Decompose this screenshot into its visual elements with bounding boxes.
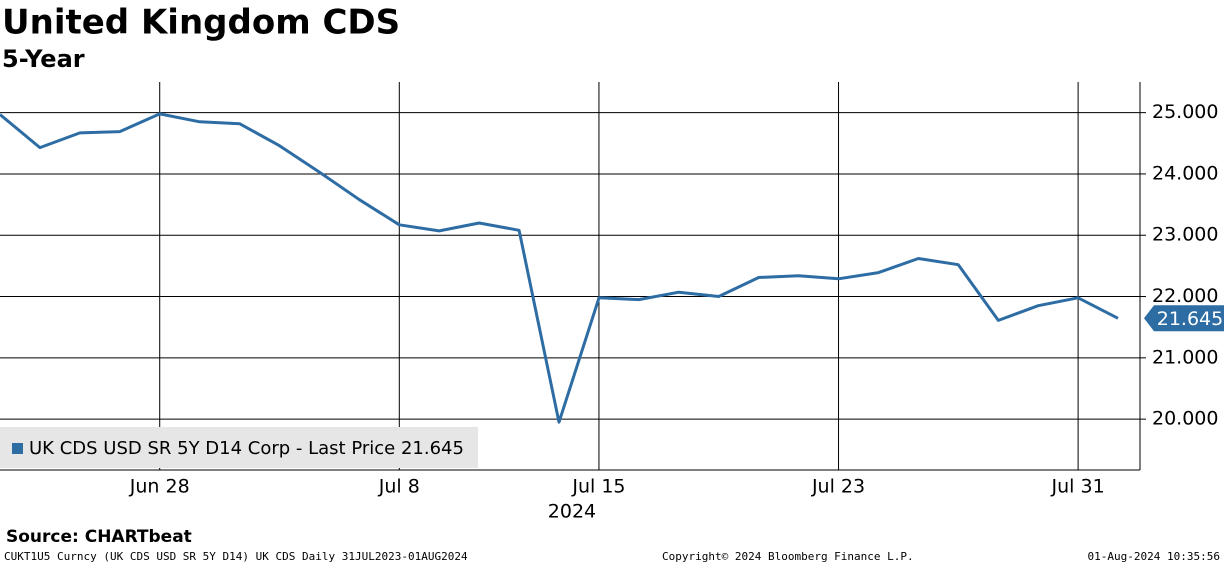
chart-title: United Kingdom CDS bbox=[2, 3, 400, 43]
footer-right: 01-Aug-2024 10:35:56 bbox=[1088, 550, 1220, 563]
y-tick-label: 20.000 bbox=[1152, 408, 1218, 430]
x-tick-label: Jul 8 bbox=[378, 476, 420, 498]
y-tick-label: 23.000 bbox=[1152, 224, 1218, 246]
y-tick-label: 24.000 bbox=[1152, 162, 1218, 184]
y-tick-label: 25.000 bbox=[1152, 101, 1218, 123]
x-axis-year: 2024 bbox=[548, 501, 596, 523]
y-tick-label: 21.000 bbox=[1152, 346, 1218, 368]
legend-swatch bbox=[12, 443, 23, 454]
last-value-box bbox=[1144, 305, 1224, 332]
x-tick-label: Jun 28 bbox=[129, 476, 190, 498]
footer-center: Copyright© 2024 Bloomberg Finance L.P. bbox=[662, 550, 914, 563]
source: Source: CHARTbeat bbox=[6, 527, 192, 547]
legend-box bbox=[0, 427, 478, 468]
chart-subtitle: 5-Year bbox=[2, 45, 85, 73]
x-tick-label: Jul 31 bbox=[1051, 476, 1105, 498]
x-tick-label: Jul 23 bbox=[811, 476, 865, 498]
footer-left: CUKT1U5 Curncy (UK CDS USD SR 5Y D14) UK… bbox=[4, 550, 468, 563]
legend-label: UK CDS USD SR 5Y D14 Corp - Last Price 2… bbox=[29, 438, 464, 459]
x-tick-label: Jul 15 bbox=[571, 476, 625, 498]
y-tick-label: 22.000 bbox=[1152, 285, 1218, 307]
line-series bbox=[0, 112, 1119, 424]
last-value-label: 21.645 bbox=[1157, 308, 1223, 330]
